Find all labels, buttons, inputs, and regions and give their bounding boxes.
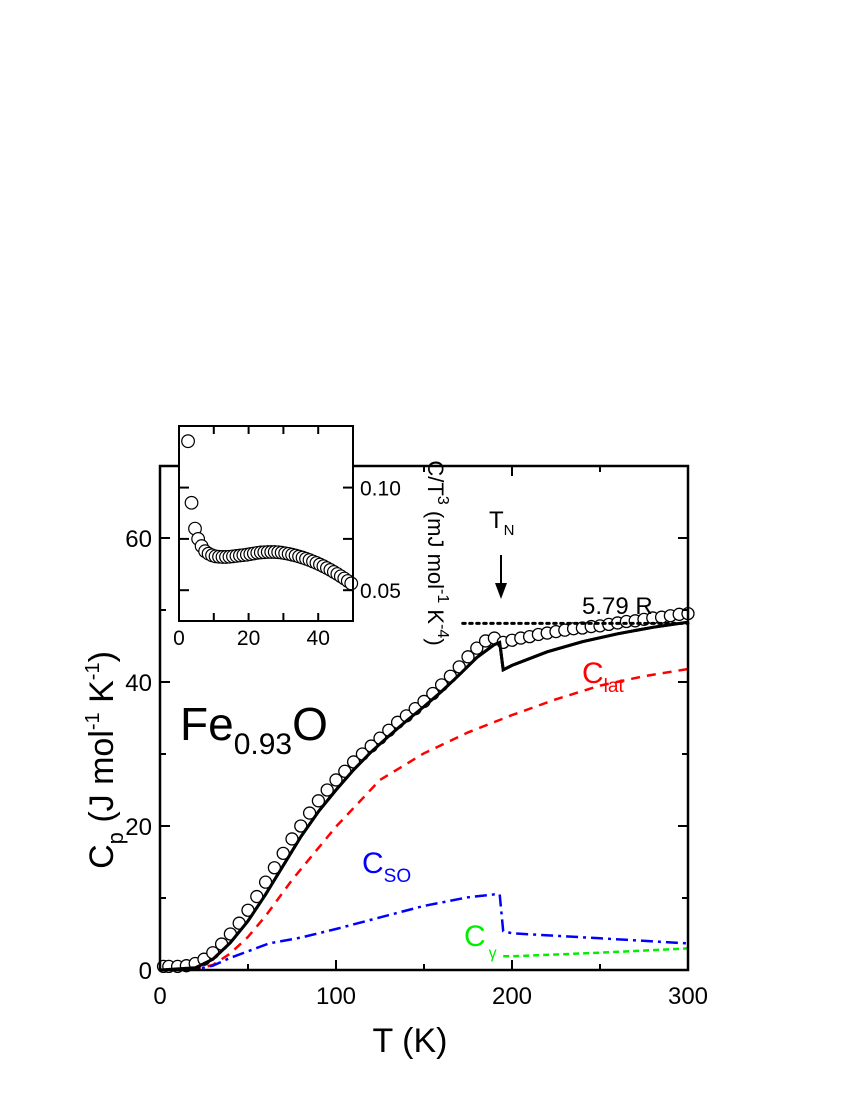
inset-data-point xyxy=(344,576,359,591)
y-tick-label: 60 xyxy=(125,526,152,553)
inset-x-tick-label: 40 xyxy=(307,627,330,650)
x-tick-label: 300 xyxy=(668,983,708,1010)
inset-y-axis-title: C/T3 (mJ mol-1 K-4) xyxy=(423,460,451,645)
inset-axes: 0 20 40 0.05 0.10 xyxy=(173,425,401,650)
inset-background xyxy=(179,426,353,621)
x-axis-title: T (K) xyxy=(373,1022,448,1060)
inset-data-point xyxy=(184,495,199,510)
c-gamma-label: Cγ xyxy=(464,920,497,962)
inset-markers xyxy=(181,434,359,591)
x-tick-label: 0 xyxy=(153,983,166,1010)
x-tick-label: 100 xyxy=(316,983,356,1010)
data-point xyxy=(320,783,334,797)
inset-y-tick-label: 0.05 xyxy=(360,580,401,603)
plateau-label: 5.79 R xyxy=(582,593,653,620)
inset-x-tick-label: 0 xyxy=(173,627,185,650)
inset-plot: 0 20 40 0.05 0.10 xyxy=(173,425,401,650)
sample-formula-label: Fe0.93O xyxy=(180,698,328,761)
y-axis-title: Cp (J mol-1 K-1) xyxy=(82,651,128,869)
c-lat-label: Clat xyxy=(582,657,624,697)
data-point xyxy=(461,650,475,664)
neel-temperature-label: TN xyxy=(489,507,515,539)
gamma-contribution-line xyxy=(503,947,689,958)
c-so-label: CSO xyxy=(362,847,411,887)
data-point xyxy=(470,641,484,655)
spin-orbit-contribution-line xyxy=(159,893,689,972)
inset-x-tick-label: 20 xyxy=(237,627,260,650)
inset-frame xyxy=(178,425,354,622)
y-tick-label: 0 xyxy=(139,958,152,985)
neel-arrow-icon xyxy=(495,555,507,599)
y-tick-label: 20 xyxy=(125,814,152,841)
inset-y-tick-label: 0.10 xyxy=(360,478,401,501)
inset-data-point xyxy=(181,434,195,449)
data-point xyxy=(329,773,343,787)
data-point xyxy=(311,794,326,808)
y-tick-label: 40 xyxy=(125,670,152,697)
total-fit-line-overlay xyxy=(159,620,689,972)
main-plot-markers xyxy=(156,606,695,974)
x-tick-label: 200 xyxy=(492,983,532,1010)
